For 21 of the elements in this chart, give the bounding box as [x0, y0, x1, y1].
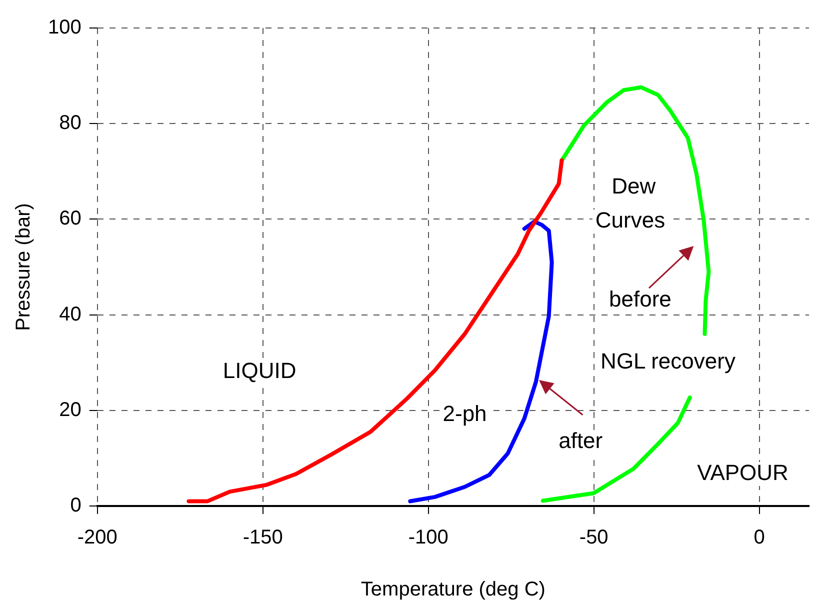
x-tick-label: -50 — [579, 526, 608, 549]
annotation: LIQUID — [222, 358, 296, 384]
y-tick-label: 0 — [70, 494, 82, 517]
x-tick-label: -200 — [77, 526, 118, 549]
annotation: Curves — [595, 208, 666, 233]
annotation: NGL recovery — [600, 348, 736, 374]
x-axis-title: Temperature (deg C) — [360, 578, 546, 601]
y-tick-label: 40 — [59, 303, 82, 326]
annotation: before — [609, 286, 672, 312]
y-tick-label: 80 — [59, 112, 82, 134]
annotation: Dew — [612, 174, 656, 199]
y-tick-label: 60 — [59, 208, 82, 230]
x-tick-label: 0 — [754, 526, 765, 549]
x-tick-label: -100 — [408, 526, 448, 549]
x-tick-label: -150 — [242, 526, 283, 549]
annotation: 2-ph — [442, 401, 487, 426]
annotation: after — [558, 428, 603, 454]
y-tick-label: 20 — [59, 398, 82, 421]
y-axis-title: Pressure (bar) — [12, 203, 35, 331]
annotation: VAPOUR — [697, 460, 788, 486]
y-tick-label: 100 — [48, 16, 82, 39]
